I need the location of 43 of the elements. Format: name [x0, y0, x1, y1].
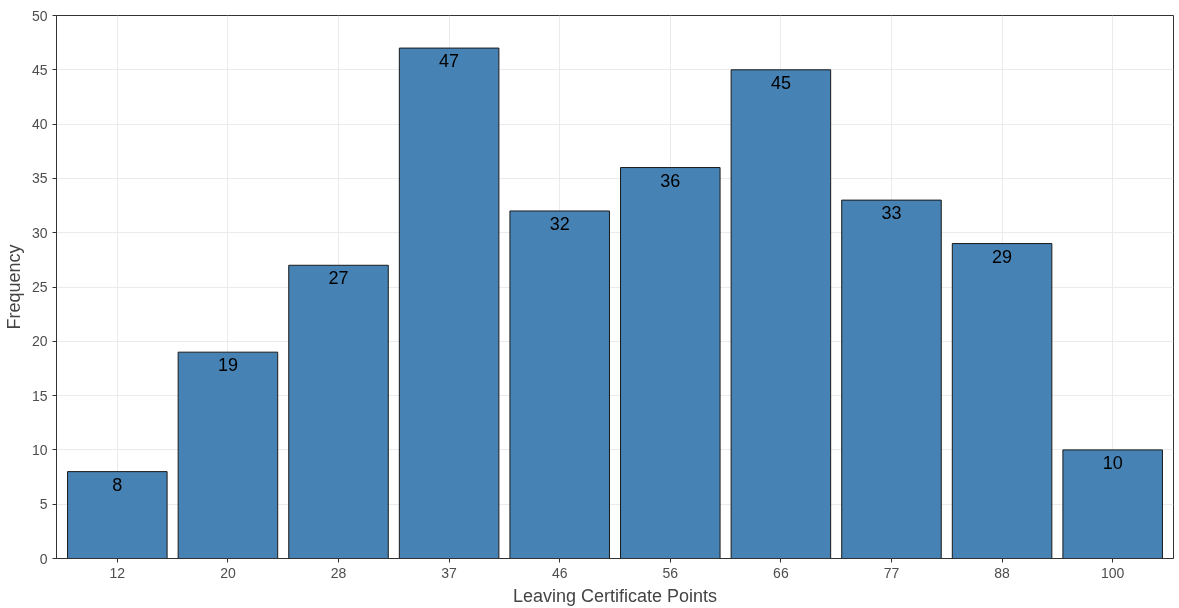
- data-label: 33: [881, 203, 902, 224]
- data-label: 29: [992, 246, 1013, 267]
- bar: [841, 199, 942, 559]
- data-label: 47: [439, 51, 460, 72]
- x-tick-label: 20: [220, 564, 236, 581]
- x-tick-label: 66: [773, 564, 789, 581]
- bar: [67, 471, 168, 559]
- x-tick-label: 100: [1100, 564, 1125, 581]
- data-label: 27: [328, 268, 349, 289]
- y-axis-title: Frequency: [3, 244, 24, 330]
- y-tick-label: 10: [31, 441, 48, 458]
- x-tick-label: 12: [109, 564, 126, 581]
- bar: [951, 243, 1053, 559]
- bar: [288, 264, 389, 559]
- x-tick-label: 46: [551, 564, 568, 581]
- data-label: 36: [660, 170, 681, 191]
- data-label: 10: [1102, 452, 1123, 473]
- data-label: 32: [549, 213, 570, 234]
- y-tick-label: 45: [31, 61, 48, 78]
- bar: [509, 210, 610, 559]
- y-tick-label: 40: [31, 116, 48, 133]
- x-tick-label: 37: [441, 564, 458, 581]
- x-tick-label: 88: [994, 564, 1011, 581]
- data-label: 45: [770, 72, 791, 93]
- y-tick-label: 25: [31, 279, 48, 295]
- bar: [620, 167, 721, 559]
- x-tick-label: 56: [662, 564, 679, 581]
- x-tick-label: 28: [330, 564, 347, 581]
- y-tick-label: 35: [31, 170, 48, 187]
- x-tick-label: 77: [883, 564, 900, 581]
- data-label: 19: [217, 355, 238, 376]
- y-tick-label: 20: [31, 333, 48, 350]
- x-axis-title: Leaving Certificate Points: [512, 585, 718, 606]
- bar: [398, 47, 500, 559]
- bar: [730, 69, 832, 559]
- bar: [177, 351, 279, 559]
- y-tick-label: 0: [39, 550, 48, 567]
- bar: [1062, 449, 1163, 559]
- y-tick-label: 50: [31, 7, 48, 24]
- y-tick-label: 15: [31, 387, 48, 404]
- data-label: 8: [112, 474, 123, 495]
- y-tick-label: 30: [31, 224, 48, 241]
- y-tick-label: 5: [39, 496, 48, 513]
